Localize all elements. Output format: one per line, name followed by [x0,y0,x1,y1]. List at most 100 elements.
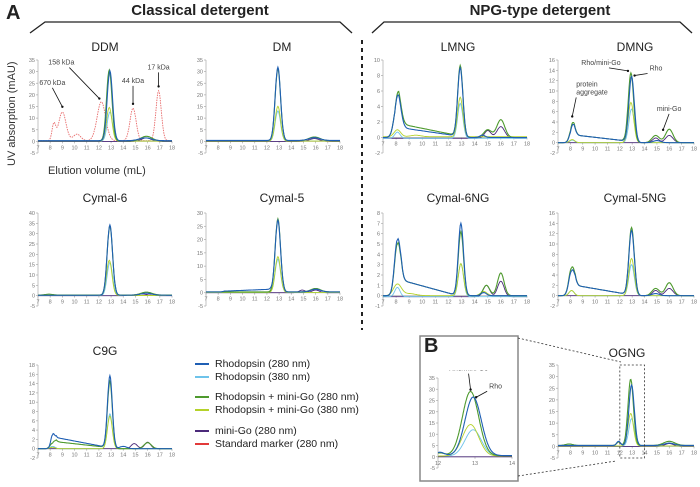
legend-swatch [195,443,209,445]
x-tick-label: 7 [556,450,559,456]
annotation-arrow [634,73,648,76]
y-tick-label: 0 [32,447,35,453]
series-rhomg380 [38,415,172,450]
chart-title-cymal5ng: Cymal-5NG [603,191,667,205]
legend-swatch [195,363,209,365]
y-tick-label: 0 [200,139,203,145]
x-tick-label: 12 [264,145,270,151]
x-tick-label: 12 [96,145,102,151]
annotation-arrow [571,97,577,117]
y-tick-label: 10 [429,432,435,438]
series-rho280 [38,373,172,450]
y-tick-label: 10 [197,116,203,122]
annotation-arrow [468,373,471,390]
legend-label: Rhodopsin (280 nm) [215,358,311,370]
y-tick-label: 20 [197,238,203,244]
series-rho380 [438,429,512,457]
legend-label: Rhodopsin + mini-Go (280 nm) [215,391,359,403]
y-tick-label: 15 [549,410,555,416]
x-tick-label: 12 [445,300,451,306]
x-tick-label: 12 [264,297,270,303]
y-tick-label: 0 [552,444,555,450]
x-tick-label: 13 [458,142,464,148]
x-tick-label: 12 [96,300,102,306]
x-tick-label: 13 [276,145,282,151]
y-tick-label: 2 [377,273,380,279]
x-tick-label: 15 [485,142,491,148]
y-tick-label: 12 [549,79,555,85]
x-tick-label: 14 [641,147,647,153]
annotation-arrow [52,87,63,107]
x-tick-label: 10 [71,145,77,151]
x-tick-label: 14 [288,297,294,303]
chart-title-lmng: LMNG [440,40,476,54]
chart-ddm: -5 0 5 10 15 20 25 30 35 7 8 9 10 11 12 13 14 15 16 17 18 670… [29,58,175,157]
y-tick-label: 35 [197,58,203,64]
x-tick-label: 15 [300,145,306,151]
y-tick-label: 0 [377,294,380,300]
x-tick-label: 8 [217,297,220,303]
x-tick-label: 18 [337,297,343,303]
y-tick-label: 40 [29,211,35,217]
y-tick-label: 5 [200,128,203,134]
y-tick-label: 16 [549,211,555,217]
series-rho280 [383,221,527,297]
y-tick-label: -2 [550,151,555,157]
x-tick-label: 13 [276,297,282,303]
x-tick-label: 9 [581,450,584,456]
y-tick-label: 15 [29,263,35,269]
x-tick-label: 14 [120,300,126,306]
y-tick-label: 35 [429,376,435,382]
y-tick-label: 15 [197,105,203,111]
x-tick-label: 16 [666,147,672,153]
series-rho280 [206,218,340,293]
x-tick-label: 18 [169,300,175,306]
panel-label-b: B [424,335,439,357]
series-rho380 [383,262,527,298]
x-tick-label: 18 [691,147,697,153]
y-tick-label: 0 [552,141,555,147]
x-tick-label: 8 [395,142,398,148]
y-tick-label: 0 [552,294,555,300]
x-tick-label: 8 [49,145,52,151]
x-tick-label: 11 [605,300,611,306]
series-rho280 [38,69,172,142]
series-rhomg280 [383,229,527,297]
chart-title-cymal6: Cymal-6 [82,191,128,205]
x-tick-label: 11 [433,142,439,148]
annotation-label: Rho [489,383,502,390]
x-tick-label: 10 [419,142,425,148]
y-tick-label: 4 [377,105,380,111]
y-tick-label: 20 [197,93,203,99]
x-tick-label: 10 [419,300,425,306]
x-tick-label: 16 [666,300,672,306]
x-tick-label: 16 [145,453,151,459]
x-tick-label: 11 [84,145,90,151]
x-tick-label: 17 [679,450,685,456]
y-tick-label: 10 [374,58,380,64]
x-tick-label: 13 [108,145,114,151]
x-tick-label: 11 [84,453,90,459]
group-title-npg: NPG-type detergent [469,2,611,19]
x-tick-label: 14 [641,300,647,306]
y-tick-label: 30 [197,70,203,76]
y-tick-label: -2 [550,304,555,310]
series-rhomg380 [383,96,527,138]
y-tick-label: 10 [29,273,35,279]
annotation-label: 158 kDa [48,60,74,67]
y-tick-label: 3 [377,263,380,269]
x-tick-label: 7 [381,300,384,306]
chart-title-dmng: DMNG [616,40,654,54]
x-tick-label: 13 [108,453,114,459]
y-tick-label: 0 [377,136,380,142]
x-tick-label: 7 [36,145,39,151]
x-tick-label: 17 [157,145,163,151]
y-tick-label: 2 [552,283,555,289]
x-tick-label: 9 [581,300,584,306]
annotation-arrow [662,113,670,130]
y-tick-label: 30 [429,387,435,393]
zoom-line-top [517,337,622,363]
x-tick-label: 18 [169,453,175,459]
y-tick-label: -1 [375,304,380,310]
x-tick-label: 15 [654,300,660,306]
